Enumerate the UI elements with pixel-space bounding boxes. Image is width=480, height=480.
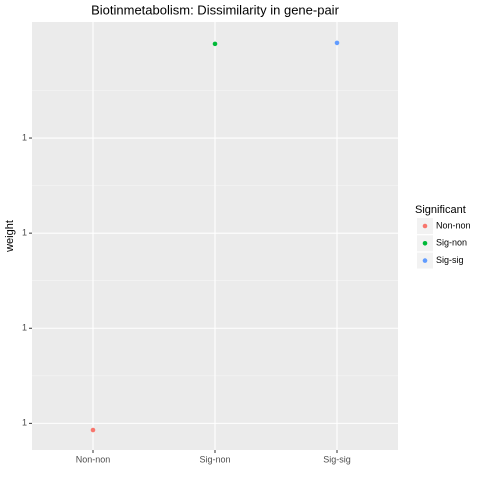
legend-marker [422, 258, 428, 263]
legend-label: Sig-non [436, 238, 467, 248]
x-tick-label: Sig-sig [323, 454, 351, 464]
y-tick-label: 1 [22, 323, 27, 333]
chart-title: Biotinmetabolism: Dissimilarity in gene-… [91, 2, 339, 17]
legend-label: Sig-sig [436, 255, 464, 265]
point [90, 427, 96, 433]
point [334, 40, 340, 46]
x-tick-label: Sig-non [199, 454, 230, 464]
legend-title: Significant [415, 204, 466, 216]
y-axis-title: weight [4, 220, 16, 253]
y-tick-label: 1 [22, 228, 27, 238]
x-tick-label: Non-non [76, 454, 111, 464]
y-tick-label: 1 [22, 418, 27, 428]
legend-label: Non-non [436, 220, 471, 230]
legend-marker [422, 223, 428, 229]
point [212, 41, 218, 47]
legend-marker [422, 241, 428, 246]
y-tick-label: 1 [22, 132, 27, 142]
